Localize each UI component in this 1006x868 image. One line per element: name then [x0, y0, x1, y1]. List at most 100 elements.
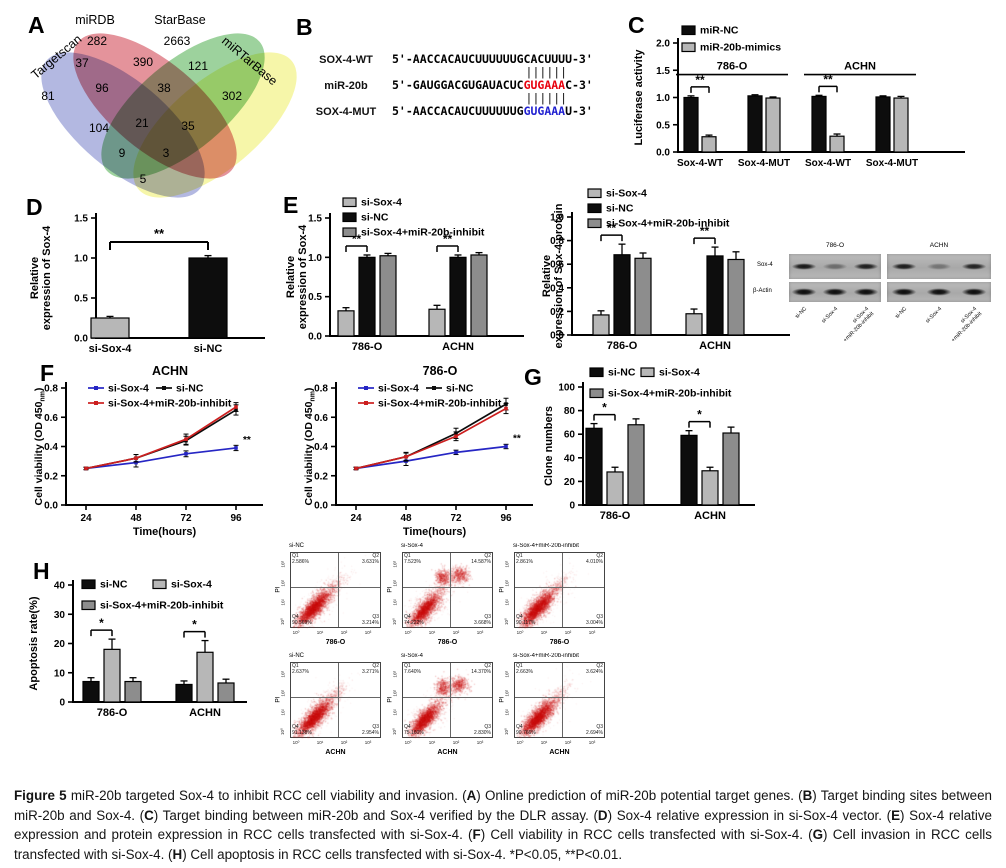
- q2-name: Q2: [596, 663, 603, 669]
- y-axis-title: Cell viability (OD 450nm): [303, 388, 317, 506]
- legend-swatch: [589, 367, 604, 378]
- bar: [217, 682, 235, 703]
- blot-band: [960, 263, 987, 270]
- alignment-pipes: ||||||: [394, 91, 568, 105]
- bar: [606, 471, 624, 506]
- quadrant-q3: Q3 3.668%: [474, 614, 491, 626]
- flow-scatter: [291, 663, 382, 739]
- panel-letter-a: A: [28, 12, 45, 38]
- flow-scatter: [403, 663, 494, 739]
- quadrant-q1: Q1 7.523%: [404, 553, 421, 565]
- flow-plot: si-NC Q1 2.586% Q2 3.631% Q3 3.214% Q4 90.569% 10…: [274, 543, 434, 651]
- flow-x-label: 786-O: [549, 639, 570, 646]
- venn-set-label: miRDB: [75, 13, 115, 27]
- alignment-row: ||||||: [300, 65, 650, 79]
- q3-name: Q3: [484, 724, 491, 730]
- legend-swatch: [587, 203, 602, 214]
- caption-segment: ) Sox-4 relative expression and protein …: [14, 807, 992, 843]
- flow-plot-frame: Q1 7.640% Q2 14.370% Q3 2.830% Q4 75.160%: [402, 662, 494, 739]
- legend-label: si-Sox-4: [361, 197, 402, 209]
- q1-name: Q1: [404, 663, 411, 669]
- y-axis-title: Cell viability (OD 450nm): [33, 388, 47, 506]
- marker: [454, 434, 458, 439]
- q3-percent: 2.694%: [586, 729, 603, 736]
- x-tick-label: 10²: [452, 740, 460, 745]
- q2-percent: 14.587%: [471, 558, 491, 565]
- chart-title: 786-O: [423, 364, 458, 378]
- sig-label: **: [695, 73, 705, 87]
- x-tick-label: 10⁰: [292, 630, 300, 635]
- y-tick-label: 0.2: [44, 471, 58, 482]
- legend-swatch: [81, 579, 96, 590]
- y-tick-label: 10⁰: [504, 618, 509, 625]
- x-category-label: Sox-4-WT: [677, 158, 723, 169]
- q4-percent: 74.222%: [404, 619, 424, 626]
- marker: [454, 450, 458, 455]
- y-tick-label: 0.5: [74, 294, 88, 305]
- legend-label: si-Sox-4: [171, 579, 212, 591]
- legend-label: si-Sox-4+miR-20b-inhibit: [378, 398, 502, 410]
- q4-percent: 90.766%: [516, 729, 536, 736]
- legend-label: miR-NC: [700, 25, 739, 37]
- q1-percent: 2.861%: [516, 558, 533, 565]
- sequence-alignment: SOX-4-WT 5'-AACCACAUCUUUUUUGCACUUUU-3' ||…: [300, 52, 650, 118]
- sig-label: *: [697, 408, 702, 422]
- bar: [585, 427, 603, 506]
- q4-name: Q4: [404, 614, 411, 620]
- y-axis-title: Luciferase activity: [633, 49, 645, 146]
- venn-count-mirtarbase-only: 302: [222, 89, 242, 103]
- q3-name: Q3: [596, 614, 603, 620]
- x-tick-label: 10⁰: [404, 740, 412, 745]
- caption-segment: ) Cell viability in RCC cells transfecte…: [480, 827, 813, 842]
- x-category-label: si-NC: [194, 343, 223, 355]
- legend-swatch: [81, 600, 96, 611]
- chart-sox4-protein: 0.0 0.2 0.4 0.6 0.8 1.0 Relative expression of …: [541, 188, 790, 352]
- q4-percent: 90.569%: [292, 619, 312, 626]
- y-tick-label: 1.0: [656, 93, 670, 104]
- x-axis-title: Time(hours): [403, 526, 467, 538]
- bar: [470, 254, 488, 337]
- legend-swatch: [587, 188, 602, 199]
- quadrant-hline: [291, 587, 380, 588]
- flow-plot-title: si-NC: [289, 653, 304, 659]
- caption-segment: ) Cell invasion in RCC cells transfected…: [14, 827, 992, 862]
- caption-segment: ) Sox-4 relative expression in si-Sox-4 …: [607, 807, 892, 823]
- x-category-label: 786-O: [607, 340, 638, 352]
- quadrant-q2: Q2 14.587%: [471, 553, 491, 565]
- bar: [196, 651, 214, 703]
- caption-bold-segment: D: [597, 807, 608, 823]
- y-tick-label: 0.8: [314, 384, 328, 395]
- x-tick-label: 10³: [588, 740, 596, 745]
- bar: [685, 313, 703, 336]
- blot-row-label-sox4: Sox-4: [757, 262, 773, 268]
- q4-percent: 91.138%: [292, 729, 312, 736]
- x-category-label: ACHN: [694, 510, 726, 522]
- q3-percent: 2.830%: [474, 729, 491, 736]
- x-category-label: ACHN: [189, 707, 221, 719]
- y-tick-label: 0.8: [550, 236, 564, 247]
- panel-letter-e: E: [283, 192, 299, 218]
- quadrant-q2: Q2 3.631%: [362, 553, 379, 565]
- q4-name: Q4: [516, 614, 523, 620]
- x-tick-label: 96: [230, 513, 242, 524]
- blot-band: [822, 288, 848, 296]
- y-tick-label: 0.0: [656, 148, 670, 159]
- quadrant-q2: Q2 3.624%: [586, 663, 603, 675]
- quadrant-q1: Q1 7.640%: [404, 663, 421, 675]
- legend-swatch: [342, 197, 357, 208]
- sequence-part: GUGAAA: [523, 78, 566, 92]
- venn-count-targetscan-only: 81: [41, 89, 55, 103]
- quadrant-vline: [338, 663, 339, 737]
- x-category-label: Sox-4-MUT: [738, 158, 790, 169]
- x-tick-label: 48: [400, 513, 412, 524]
- legend-swatch: [342, 212, 357, 223]
- y-tick-label: 20: [54, 639, 66, 650]
- q4-percent: 90.117%: [516, 619, 536, 626]
- y-tick-label: 10: [54, 668, 66, 679]
- venn-count-targetscan-mirdb-starbase: 96: [95, 81, 109, 95]
- q1-percent: 2.663%: [516, 668, 533, 675]
- sig-label: *: [602, 401, 607, 415]
- figure-caption: Figure 5 miR-20b targeted Sox-4 to inhib…: [14, 786, 992, 864]
- sig-label: *: [99, 616, 104, 630]
- venn-count-mirdb-starbase-mirtarbase: 38: [157, 81, 171, 95]
